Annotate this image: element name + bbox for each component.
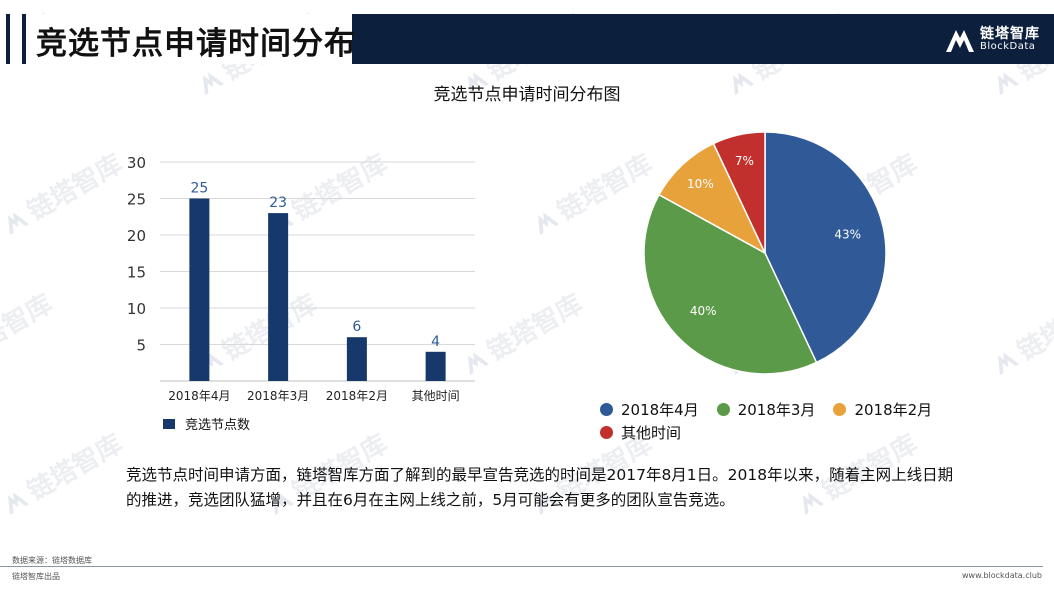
legend-dot [600, 426, 613, 439]
x-tick-label: 其他时间 [412, 389, 460, 403]
legend-dot [600, 403, 613, 416]
pie-slice [712, 131, 766, 254]
watermark-mark: 链塔智库 [7, 148, 128, 235]
pie-slice [657, 142, 767, 255]
x-tick-label: 2018年3月 [247, 389, 309, 403]
watermark-mark: 链塔智库 [997, 288, 1054, 375]
brand-name-en: BlockData [980, 41, 1036, 53]
y-tick-label: 5 [136, 337, 146, 355]
bar-value-label: 6 [352, 319, 361, 335]
pie-legend-label: 其他时间 [621, 424, 682, 442]
footer-website[interactable]: www.blockdata.club [962, 571, 1042, 580]
bar [346, 337, 367, 381]
y-tick-label: 30 [127, 154, 146, 172]
y-tick-label: 25 [127, 191, 146, 209]
bar-value-label: 4 [431, 334, 440, 350]
bar [425, 351, 446, 381]
watermark-mark: 链塔智库 [7, 428, 128, 515]
pie-legend-label: 2018年3月 [737, 401, 816, 419]
bar-legend-swatch [163, 418, 175, 429]
y-tick-label: 15 [127, 264, 146, 282]
watermark-mark: 链塔智库 [0, 288, 58, 367]
bar-value-label: 23 [269, 195, 287, 211]
pie-slice-label: 10% [687, 177, 714, 191]
watermark-text: 链塔智库 [22, 428, 128, 507]
legend-dot [716, 403, 730, 416]
brand: 链塔智库 BlockData [945, 22, 1040, 58]
watermark-text: 链塔智库 [22, 148, 128, 227]
y-tick-label: 20 [127, 227, 146, 245]
x-tick-label: 2018年2月 [326, 389, 388, 403]
title-box [26, 14, 352, 64]
pie-slice-label: 43% [834, 228, 861, 242]
bar [268, 213, 289, 381]
footer-credit: 链塔智库出品 [12, 572, 60, 581]
pie-legend-item: 其他时间 [600, 422, 681, 443]
page-title: 竞选节点申请时间分布 [36, 26, 356, 62]
header-accent-stripe [6, 14, 10, 64]
pie-legend-item: 2018年4月 [600, 399, 699, 420]
pie-slice [764, 131, 887, 364]
brand-name-cn: 链塔智库 [980, 26, 1040, 43]
pie-legend: 2018年4月 2018年3月 2018年2月 其他时间 [600, 398, 950, 444]
pie-slice-label: 40% [690, 304, 717, 318]
x-tick-label: 2018年4月 [168, 389, 230, 403]
pie-chart: 43% 40% 10% 7% [643, 131, 887, 375]
bar-chart: 5 10 15 20 25 30 25 2018年4月 23 2018年3月 6 2018年2月 4 其他… [127, 154, 475, 403]
pie-slice-label: 7% [735, 154, 754, 168]
y-tick-label: 10 [127, 300, 146, 318]
watermark-text: 链塔智库 [0, 288, 58, 367]
header-accent [0, 14, 22, 64]
legend-dot [833, 403, 847, 416]
pie-legend-item: 2018年2月 [833, 399, 932, 420]
pie-slice [643, 193, 818, 375]
bar-legend: 竞选节点数 [163, 414, 250, 433]
footer-divider [0, 566, 1043, 567]
watermark-text: 链塔智库 [482, 288, 588, 367]
blockdata-logo-icon [946, 30, 974, 52]
pie-legend-label: 2018年4月 [621, 401, 699, 419]
data-source: 数据来源：链塔数据库 [12, 556, 92, 565]
bar-legend-label: 竞选节点数 [185, 418, 251, 433]
bar-value-label: 25 [190, 181, 208, 197]
bar [189, 198, 210, 381]
pie-legend-label: 2018年2月 [854, 401, 933, 419]
chart-title: 竞选节点申请时间分布图 [433, 85, 621, 105]
pie-legend-item: 2018年3月 [716, 399, 816, 420]
description-text: 竞选节点时间申请方面，链塔智库方面了解到的最早宣告竞选的时间是2017年8月1日… [126, 466, 954, 509]
watermark-text: 链塔智库 [1012, 288, 1054, 367]
